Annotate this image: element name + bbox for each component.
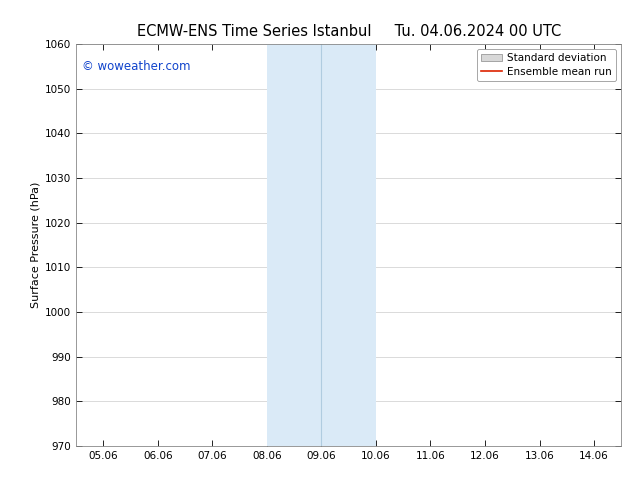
- Legend: Standard deviation, Ensemble mean run: Standard deviation, Ensemble mean run: [477, 49, 616, 81]
- Bar: [267, 44, 376, 446]
- Title: ECMW-ENS Time Series Istanbul     Tu. 04.06.2024 00 UTC: ECMW-ENS Time Series Istanbul Tu. 04.06.…: [136, 24, 561, 39]
- Text: © woweather.com: © woweather.com: [82, 60, 190, 73]
- Y-axis label: Surface Pressure (hPa): Surface Pressure (hPa): [31, 182, 41, 308]
